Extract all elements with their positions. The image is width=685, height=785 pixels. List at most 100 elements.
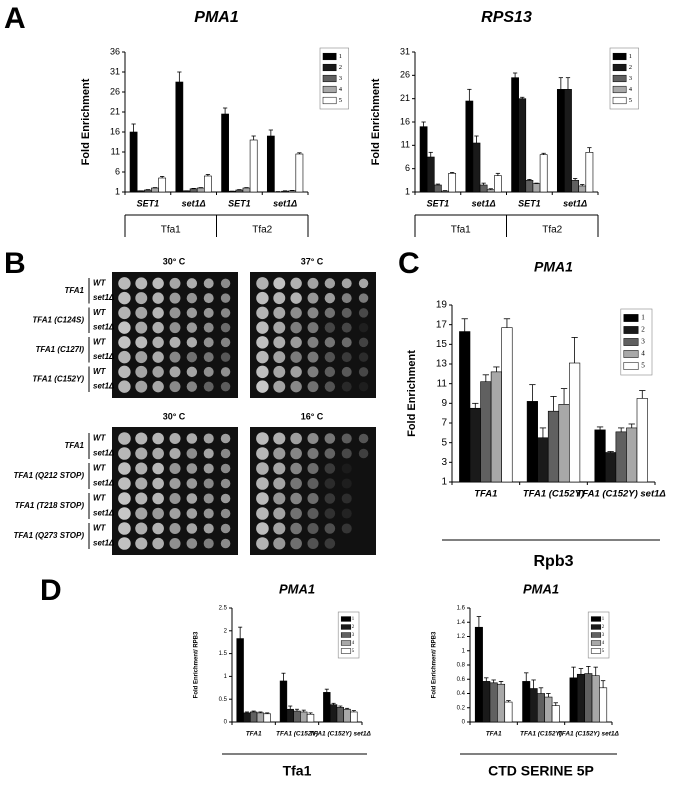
colony-spot — [307, 538, 318, 549]
bar — [497, 684, 504, 722]
colony-spot — [204, 493, 214, 503]
plate — [250, 427, 376, 555]
colony-spot — [152, 307, 163, 318]
strain-label: TFA1 (Q273 STOP) — [13, 531, 84, 540]
error-bar — [618, 428, 624, 432]
bar — [257, 713, 264, 722]
colony-spot — [290, 366, 301, 377]
legend-swatch — [323, 86, 336, 93]
bar — [287, 709, 294, 722]
bar — [264, 714, 271, 722]
colony-spot — [256, 307, 268, 319]
error-bar — [587, 148, 591, 153]
legend-label: 2 — [339, 64, 342, 71]
x-tick-label: set1Δ — [472, 198, 496, 208]
strain-label: TFA1 — [64, 441, 84, 450]
bar — [570, 678, 577, 722]
colony-spot — [256, 292, 268, 304]
bar — [585, 674, 592, 722]
colony-spot — [204, 463, 214, 473]
bar — [176, 82, 183, 192]
colony-spot — [118, 292, 130, 304]
y-tick-label: 0.6 — [457, 677, 466, 683]
bar — [483, 681, 490, 722]
y-axis-label: Fold Enrichment/ RPB3 — [194, 631, 200, 698]
genotype-label: set1Δ — [93, 479, 115, 488]
colony-spot — [342, 478, 352, 488]
genotype-label: set1Δ — [93, 539, 115, 548]
bar — [300, 712, 307, 722]
colony-spot — [152, 278, 163, 289]
bar — [475, 627, 482, 722]
error-bar — [499, 681, 503, 684]
bar — [605, 453, 616, 483]
colony-spot — [204, 293, 214, 303]
y-tick-label: 2.5 — [219, 606, 228, 612]
colony-spot — [118, 307, 130, 319]
y-tick-label: 17 — [436, 319, 448, 330]
y-tick-label: 9 — [441, 398, 447, 409]
colony-spot — [152, 322, 163, 333]
colony-spot — [118, 366, 130, 378]
colony-spot — [342, 508, 352, 518]
colony-spot — [135, 277, 147, 289]
colony-spot — [359, 434, 369, 444]
colony-spot — [135, 381, 147, 393]
colony-spot — [359, 279, 368, 288]
bar — [307, 714, 314, 722]
colony-spot — [308, 381, 319, 392]
colony-spot — [152, 337, 163, 348]
colony-spot — [170, 381, 181, 392]
colony-spot — [135, 537, 147, 549]
temperature-label: 30° C — [163, 411, 186, 421]
colony-spot — [187, 308, 197, 318]
bar — [130, 132, 137, 192]
error-bar — [550, 396, 556, 411]
bar — [480, 185, 487, 192]
chart-title: RPS13 — [481, 9, 532, 26]
error-bar — [513, 73, 517, 78]
colony-spot — [325, 308, 335, 318]
colony-spot — [290, 523, 302, 535]
colony-spot — [325, 381, 335, 391]
legend-swatch — [613, 75, 626, 82]
colony-spot — [187, 381, 197, 391]
colony-spot — [187, 538, 198, 549]
bar — [540, 155, 547, 192]
colony-spot — [187, 367, 197, 377]
bar — [599, 688, 606, 722]
bar — [441, 191, 448, 192]
legend-swatch — [323, 64, 336, 71]
error-bar — [131, 124, 135, 132]
y-axis-label: Fold Enrichment/ RPB3 — [432, 631, 438, 698]
bar — [434, 185, 441, 192]
bottom-label: CTD SERINE 5P — [488, 763, 594, 779]
bar — [537, 694, 544, 723]
colony-spot — [342, 352, 352, 362]
x-tick-label: TFA1 (C152Y) set1Δ — [577, 489, 666, 500]
bar — [151, 188, 158, 192]
colony-spot — [325, 478, 336, 489]
x-tick-label: SET1 — [228, 198, 251, 208]
colony-spot — [135, 447, 147, 459]
colony-spot — [204, 337, 214, 347]
error-bar — [477, 617, 481, 628]
y-tick-label: 1.4 — [457, 620, 466, 626]
bar — [490, 683, 497, 722]
colony-spot — [152, 433, 164, 445]
x-tick-label: TFA1 — [486, 731, 502, 738]
x-tick-label: TFA1 — [474, 489, 497, 500]
colony-spot — [307, 433, 318, 444]
x-tick-label: set1Δ — [182, 198, 206, 208]
colony-spot — [187, 293, 197, 303]
colony-spot — [169, 508, 180, 519]
colony-spot — [273, 477, 285, 489]
colony-spot — [359, 367, 368, 376]
y-tick-label: 0.4 — [457, 691, 466, 697]
temperature-label: 16° C — [301, 411, 324, 421]
chart-title: PMA1 — [534, 259, 573, 275]
colony-spot — [273, 522, 285, 534]
colony-spot — [308, 322, 319, 333]
colony-spot — [290, 448, 302, 460]
y-tick-label: 1.2 — [457, 634, 466, 640]
